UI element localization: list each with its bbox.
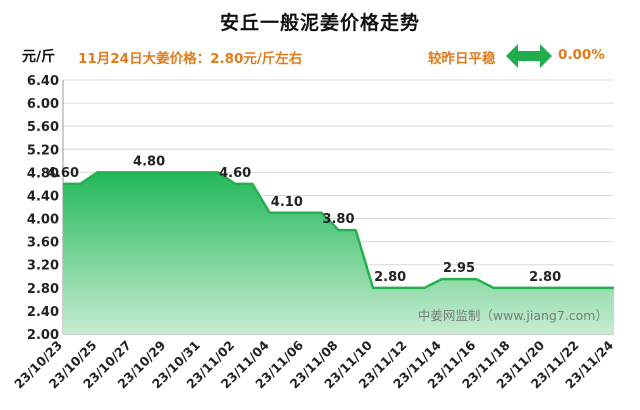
data-label: 2.80 (374, 270, 406, 285)
y-tick-label: 5.60 (27, 120, 59, 135)
price-note: 11月24日大姜价格：2.80元/斤左右 (78, 51, 303, 67)
data-label: 4.80 (133, 154, 165, 169)
y-tick-label: 3.20 (27, 259, 59, 274)
y-tick-label: 2.00 (27, 328, 59, 343)
data-label: 2.80 (529, 270, 561, 285)
watermark: 中姜网监制（www.jiang7.com） (418, 308, 608, 323)
y-tick-label: 5.20 (27, 143, 59, 158)
compare-text: 较昨日平稳 (428, 51, 496, 67)
double-arrow-icon (506, 44, 552, 68)
y-axis-unit: 元/斤 (22, 49, 56, 65)
data-label: 4.60 (219, 166, 251, 181)
area-fill (63, 172, 614, 334)
y-tick-label: 6.40 (27, 74, 59, 89)
y-tick-label: 3.60 (27, 236, 59, 251)
y-tick-label: 4.00 (27, 213, 59, 228)
data-label: 4.10 (271, 195, 303, 210)
data-label: 2.95 (443, 261, 475, 276)
data-label: 4.60 (47, 166, 79, 181)
y-tick-label: 4.80 (27, 166, 59, 181)
y-tick-label: 2.40 (27, 305, 59, 320)
compare-percent: 0.00% (558, 47, 605, 63)
y-tick-label: 2.80 (27, 282, 59, 297)
y-tick-label: 4.40 (27, 189, 59, 204)
data-label: 3.80 (322, 212, 354, 227)
price-series-line (63, 171, 614, 290)
y-tick-label: 6.00 (27, 97, 59, 112)
chart-title: 安丘一般泥姜价格走势 (219, 12, 420, 34)
